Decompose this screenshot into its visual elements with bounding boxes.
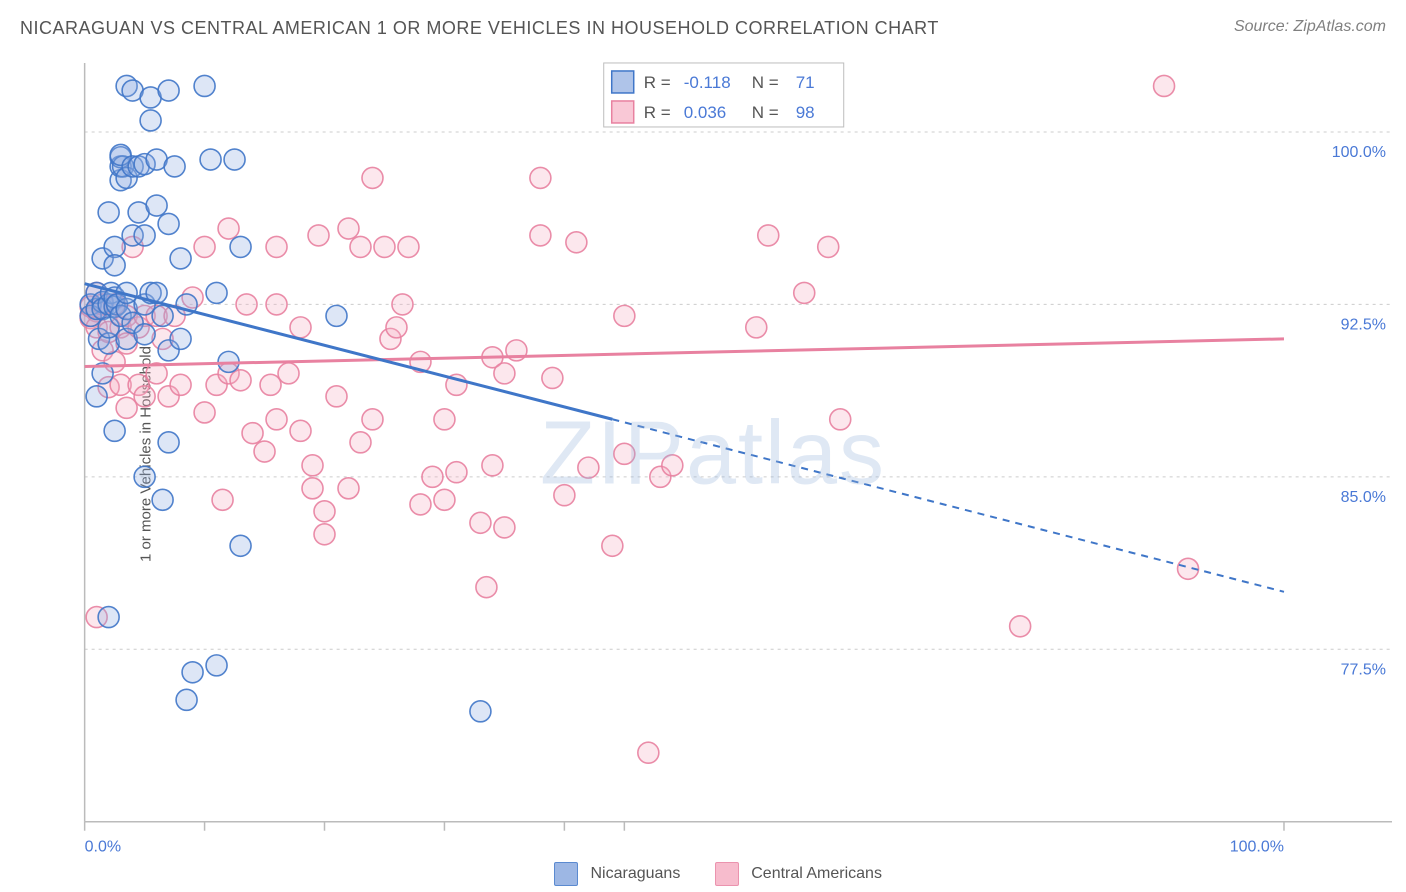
chart-title: NICARAGUAN VS CENTRAL AMERICAN 1 OR MORE… [20, 18, 939, 39]
svg-text:92.5%: 92.5% [1341, 316, 1386, 333]
svg-text:N =: N = [752, 73, 779, 92]
source-label: Source: ZipAtlas.com [1234, 18, 1386, 36]
svg-text:77.5%: 77.5% [1341, 661, 1386, 678]
legend-swatch-central-americans [715, 862, 739, 886]
legend-label-central-americans: Central Americans [751, 865, 882, 882]
svg-text:71: 71 [796, 73, 815, 92]
svg-text:0.036: 0.036 [684, 103, 727, 122]
svg-text:R =: R = [644, 73, 671, 92]
svg-text:-0.118: -0.118 [684, 73, 731, 92]
svg-text:N =: N = [752, 103, 779, 122]
svg-text:98: 98 [796, 103, 815, 122]
svg-text:R =: R = [644, 103, 671, 122]
scatter-chart: 77.5% 85.0% 92.5% 100.0% 0.0% 100.0% R = -0.118… [30, 55, 1396, 852]
bottom-legend: Nicaraguans Central Americans [0, 862, 1406, 886]
svg-text:100.0%: 100.0% [1230, 839, 1284, 852]
legend-label-nicaraguans: Nicaraguans [591, 865, 681, 882]
svg-text:0.0%: 0.0% [85, 839, 121, 852]
svg-text:85.0%: 85.0% [1341, 489, 1386, 506]
legend-swatch-nicaraguans [554, 862, 578, 886]
svg-text:100.0%: 100.0% [1332, 144, 1386, 161]
